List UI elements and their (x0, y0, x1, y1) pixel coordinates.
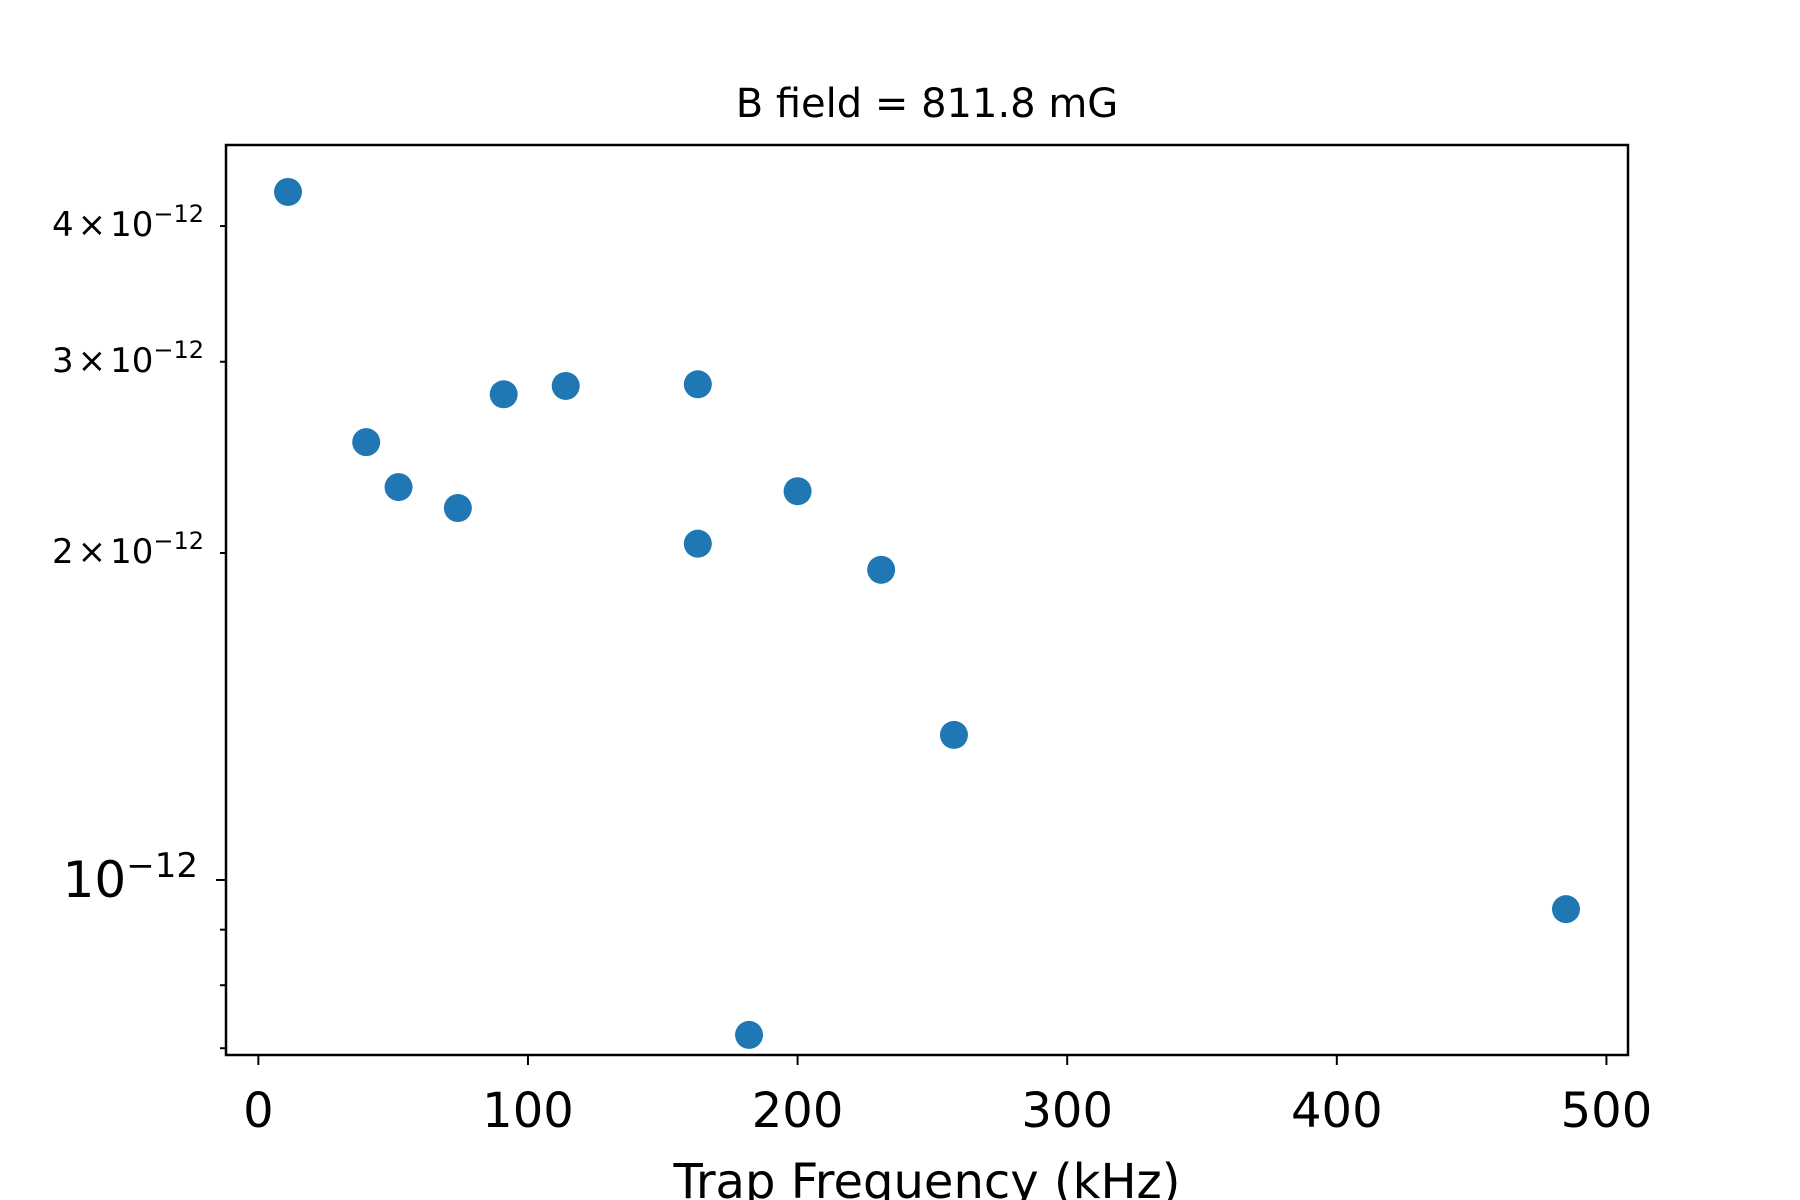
x-tick-label: 400 (1291, 1083, 1383, 1139)
x-tick-label: 300 (1021, 1083, 1113, 1139)
y-tick-times: × (78, 205, 107, 245)
data-point (939, 720, 968, 749)
data-point (783, 477, 812, 506)
plot-area-frame (224, 143, 1630, 1057)
y-tick-label: 2 × 10−12 (52, 527, 204, 572)
x-axis: 0 100 200 300 400 500 (243, 1055, 1652, 1139)
y-tick-base: 10 (110, 205, 153, 245)
y-tick-label: 3 × 10−12 (52, 336, 204, 381)
data-point (384, 473, 413, 502)
y-tick-exponent: −12 (126, 846, 198, 886)
data-point (1551, 895, 1580, 924)
y-tick-label: 10−12 (63, 846, 198, 909)
x-tick-label: 500 (1561, 1083, 1653, 1139)
y-axis: 10−122 × 10−123 × 10−124 × 10−12 (52, 200, 226, 1050)
data-point (683, 370, 712, 399)
y-tick-times: × (78, 532, 107, 572)
y-tick-mantissa: 2 (52, 532, 74, 572)
x-tick-label: 0 (243, 1083, 274, 1139)
y-tick-exponent: −12 (153, 200, 204, 228)
x-tick-label: 200 (752, 1083, 844, 1139)
y-tick-base: 10 (110, 341, 153, 381)
y-tick-exponent: −12 (153, 527, 204, 555)
y-tick-base: 10 (110, 532, 153, 572)
data-point (274, 177, 303, 206)
data-point (683, 529, 712, 558)
scatter-points (274, 177, 1580, 1049)
data-point (352, 428, 381, 457)
y-tick-label: 4 × 10−12 (52, 200, 204, 245)
y-tick-times: × (78, 341, 107, 381)
chart-title: B field = 811.8 mG (736, 81, 1119, 127)
data-point (489, 380, 518, 409)
x-tick-label: 100 (482, 1083, 574, 1139)
data-point (735, 1020, 764, 1049)
x-axis-label: Trap Frequency (kHz) (673, 1154, 1181, 1200)
y-tick-mantissa: 3 (52, 341, 74, 381)
data-point (443, 494, 472, 523)
data-point (551, 371, 580, 400)
y-tick-mantissa: 4 (52, 205, 74, 245)
y-tick-base: 10 (63, 851, 127, 909)
data-point (867, 555, 896, 584)
y-tick-exponent: −12 (153, 336, 204, 364)
